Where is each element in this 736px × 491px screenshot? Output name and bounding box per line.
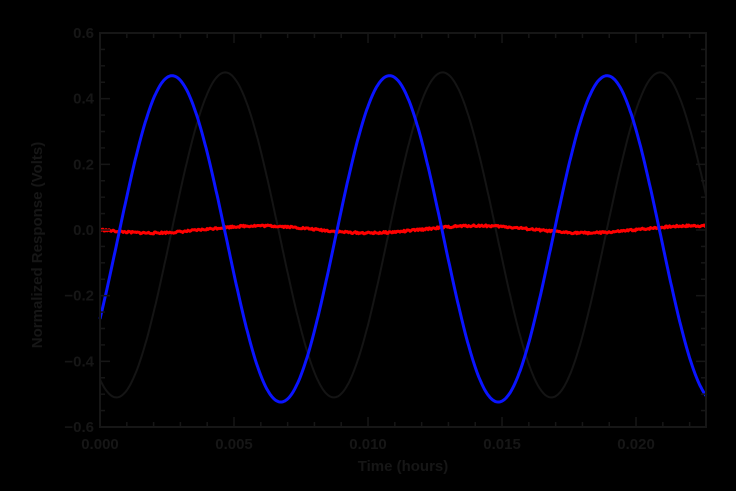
y-tick-label: 0.6: [73, 25, 94, 42]
x-tick-label: 0.000: [81, 436, 119, 453]
y-tick-label: 0.2: [73, 156, 94, 173]
black-reference-line: [99, 71, 707, 399]
y-tick-label: −0.6: [64, 419, 94, 436]
x-tick-label: 0.015: [483, 436, 521, 453]
x-axis-title: Time (hours): [358, 458, 449, 475]
plot-series: [98, 71, 708, 404]
x-tick-label: 0.005: [215, 436, 253, 453]
x-tick-label: 0.010: [349, 436, 387, 453]
x-tick-label: 0.020: [617, 436, 655, 453]
tick-labels: 0.000 0.005 0.010 0.015 0.020 −0.6 −0.4 −0.2 0.0…: [64, 25, 654, 453]
red-residual-line: [99, 223, 707, 236]
y-tick-label: 0.0: [73, 222, 94, 239]
y-axis-title: Normalized Response (Volts): [29, 142, 46, 348]
y-tick-label: −0.2: [64, 288, 94, 305]
y-tick-label: 0.4: [73, 91, 95, 108]
y-tick-label: −0.4: [64, 353, 94, 370]
axes: [99, 32, 707, 428]
blue-response-line: [98, 74, 708, 404]
